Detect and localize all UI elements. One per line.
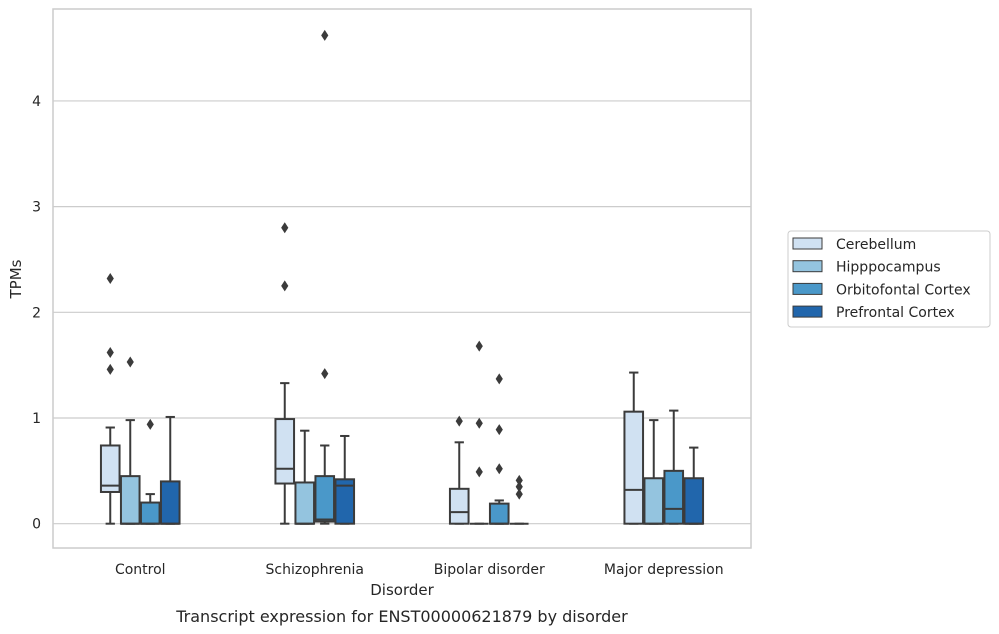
y-tick-label: 4 xyxy=(32,94,41,110)
legend: Cerebellum Hipppocampus Orbitofontal Corte… xyxy=(787,230,991,328)
iqr-box xyxy=(334,478,356,525)
iqr-box xyxy=(119,475,141,525)
box-2-3 xyxy=(509,474,529,525)
outlier-point xyxy=(126,356,134,368)
x-tick-label: Bipolar disorder xyxy=(434,562,545,578)
iqr-box xyxy=(488,502,510,525)
y-axis-title: TPMs xyxy=(7,259,25,299)
outlier-point xyxy=(321,368,329,380)
outlier-point xyxy=(515,481,523,493)
box-3-3 xyxy=(683,446,705,525)
outlier-point xyxy=(281,280,289,292)
iqr-box xyxy=(448,487,470,525)
legend-swatch xyxy=(792,237,823,250)
y-tick-label: 3 xyxy=(32,200,41,216)
legend-label: Cerebellum xyxy=(836,237,916,253)
y-tick-label: 1 xyxy=(32,411,41,427)
outlier-point xyxy=(106,346,114,358)
y-tick-labels: 0 1 2 3 4 xyxy=(32,94,41,533)
y-tick-label: 0 xyxy=(32,517,41,533)
box-1-1 xyxy=(294,429,316,525)
legend-swatch xyxy=(792,260,823,273)
iqr-box xyxy=(623,410,645,525)
box-1-2 xyxy=(314,29,336,525)
iqr-box xyxy=(663,469,685,525)
box-1-0 xyxy=(274,222,296,525)
outlier-point xyxy=(475,466,483,478)
outlier-point xyxy=(455,415,463,427)
legend-label: Hipppocampus xyxy=(836,260,941,276)
iqr-box xyxy=(683,477,705,525)
chart-caption: Transcript expression for ENST0000062187… xyxy=(175,607,628,626)
iqr-box xyxy=(294,481,316,525)
outlier-point xyxy=(321,29,329,41)
x-tick-labels: Control Schizophrenia Bipolar disorder Majo… xyxy=(115,562,724,578)
iqr-box xyxy=(139,501,161,525)
box-3-2 xyxy=(663,409,685,525)
outlier-point xyxy=(281,222,289,234)
box-3-1 xyxy=(643,419,665,525)
x-tick-label: Schizophrenia xyxy=(266,562,364,578)
x-axis-title: Disorder xyxy=(370,581,434,599)
box-0-3 xyxy=(159,415,181,525)
box-0-1 xyxy=(119,356,141,525)
outlier-point xyxy=(475,417,483,429)
box-0-0 xyxy=(99,273,121,525)
box-3-0 xyxy=(623,371,645,525)
box-0-2 xyxy=(139,418,161,525)
legend-label: Orbitofontal Cortex xyxy=(836,282,971,298)
plot-frame xyxy=(52,8,752,549)
outlier-point xyxy=(495,424,503,436)
iqr-box xyxy=(314,475,336,523)
box-2-2 xyxy=(488,373,510,525)
x-tick-label: Control xyxy=(115,562,166,578)
outlier-point xyxy=(495,463,503,475)
outlier-point xyxy=(146,418,154,430)
legend-swatch xyxy=(792,305,823,318)
box-layer xyxy=(99,29,705,525)
box-2-1 xyxy=(469,340,489,525)
legend-label: Prefrontal Cortex xyxy=(836,305,955,321)
outlier-point xyxy=(106,363,114,375)
box-1-3 xyxy=(334,434,356,525)
outlier-point xyxy=(515,488,523,500)
outlier-point xyxy=(475,340,483,352)
x-tick-label: Major depression xyxy=(604,562,724,578)
iqr-box xyxy=(274,418,296,485)
iqr-box xyxy=(159,480,181,525)
iqr-box xyxy=(99,444,121,493)
legend-frame xyxy=(787,230,991,328)
iqr-box xyxy=(643,477,665,525)
grid-layer xyxy=(53,100,751,525)
outlier-point xyxy=(515,474,523,486)
outlier-point xyxy=(106,273,114,284)
y-tick-label: 2 xyxy=(32,305,41,321)
outlier-point xyxy=(495,373,503,385)
box-2-0 xyxy=(448,415,470,525)
legend-swatch xyxy=(792,282,823,295)
